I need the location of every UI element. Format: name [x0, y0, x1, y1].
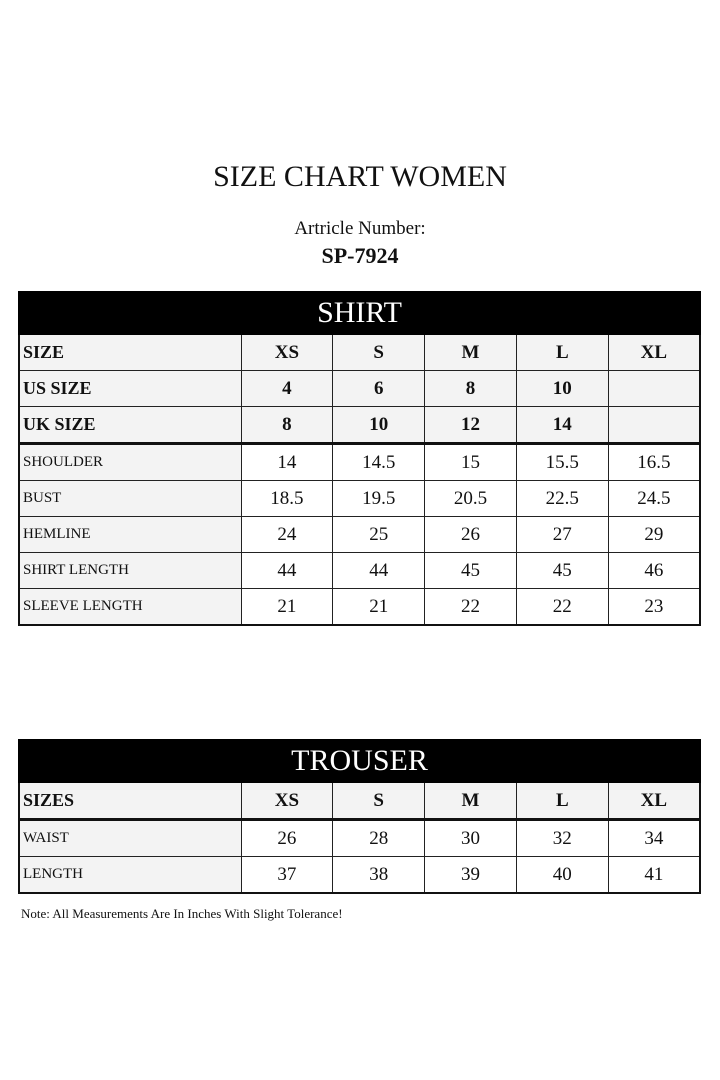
table-cell: 44 — [332, 552, 426, 589]
table-cell: 46 — [607, 552, 701, 589]
row-label: SHIRT LENGTH — [18, 552, 242, 589]
table-cell: 21 — [332, 588, 426, 626]
row-label: US SIZE — [18, 370, 242, 407]
table-cell: 10 — [515, 370, 609, 407]
table-cell: 10 — [332, 406, 426, 445]
table-cell: 30 — [424, 819, 517, 857]
row-label: BUST — [18, 480, 242, 517]
row-label: LENGTH — [18, 856, 242, 894]
table-cell: 15.5 — [515, 443, 609, 481]
table-cell: 14.5 — [332, 443, 426, 481]
table-cell: 29 — [607, 516, 701, 553]
trouser-size-table: TROUSER SIZES XS S M L XL WAIST 26 28 30 32 34 LENGT… — [18, 739, 701, 894]
measurement-note: Note: All Measurements Are In Inches Wit… — [21, 906, 343, 921]
table-cell — [607, 370, 701, 407]
table-cell: 22.5 — [515, 480, 609, 517]
table-cell: 18.5 — [240, 480, 334, 517]
table-cell: 45 — [515, 552, 609, 589]
measurement-row: LENGTH 37 38 39 40 41 — [18, 856, 701, 894]
table-cell: 22 — [424, 588, 517, 626]
table-cell: XS — [240, 781, 334, 821]
row-label: WAIST — [18, 819, 242, 857]
table-cell: 45 — [424, 552, 517, 589]
table-cell: 14 — [515, 406, 609, 445]
table-cell: 24 — [240, 516, 334, 553]
table-cell: 34 — [607, 819, 701, 857]
table-cell: M — [424, 333, 517, 371]
table-cell: 26 — [240, 819, 334, 857]
article-number: SP-7924 — [321, 243, 399, 268]
table-cell: M — [424, 781, 517, 821]
table-cell: 19.5 — [332, 480, 426, 517]
table-cell: 41 — [607, 856, 701, 894]
table-cell: XL — [607, 333, 701, 371]
table-cell: L — [515, 333, 609, 371]
table-cell: 25 — [332, 516, 426, 553]
table-cell: 21 — [240, 588, 334, 626]
table-cell: S — [332, 781, 426, 821]
row-label: SLEEVE LENGTH — [18, 588, 242, 626]
measurement-row: WAIST 26 28 30 32 34 — [18, 819, 701, 857]
size-header-row: SIZES XS S M L XL — [18, 781, 701, 821]
shirt-table-heading: SHIRT — [18, 291, 701, 335]
page-title: SIZE CHART WOMEN — [213, 160, 507, 193]
table-cell: 24.5 — [607, 480, 701, 517]
table-cell: 6 — [332, 370, 426, 407]
table-cell: 28 — [332, 819, 426, 857]
table-cell: XL — [607, 781, 701, 821]
table-cell: 15 — [424, 443, 517, 481]
table-cell: 4 — [240, 370, 334, 407]
row-label: UK SIZE — [18, 406, 242, 445]
table-cell: L — [515, 781, 609, 821]
row-label: SHOULDER — [18, 443, 242, 481]
shirt-size-table: SHIRT SIZE XS S M L XL US SIZE 4 6 8 10 UK SIZE 8 10 1… — [18, 291, 701, 626]
table-cell — [607, 406, 701, 445]
measurement-row: SHOULDER 14 14.5 15 15.5 16.5 — [18, 443, 701, 481]
table-cell: 38 — [332, 856, 426, 894]
table-cell: 22 — [515, 588, 609, 626]
table-cell: 44 — [240, 552, 334, 589]
article-number-label: Artricle Number: — [294, 218, 426, 239]
table-cell: 8 — [424, 370, 517, 407]
table-cell: 23 — [607, 588, 701, 626]
size-header-row: SIZE XS S M L XL — [18, 333, 701, 371]
table-cell: XS — [240, 333, 334, 371]
table-cell: 26 — [424, 516, 517, 553]
size-header-row: US SIZE 4 6 8 10 — [18, 370, 701, 407]
table-cell: 16.5 — [607, 443, 701, 481]
table-cell: 12 — [424, 406, 517, 445]
row-label: HEMLINE — [18, 516, 242, 553]
table-cell: 20.5 — [424, 480, 517, 517]
size-header-row: UK SIZE 8 10 12 14 — [18, 406, 701, 445]
table-cell: 14 — [240, 443, 334, 481]
table-cell: 39 — [424, 856, 517, 894]
measurement-row: SLEEVE LENGTH 21 21 22 22 23 — [18, 588, 701, 626]
row-label: SIZE — [18, 333, 242, 371]
trouser-table-heading: TROUSER — [18, 739, 701, 783]
table-cell: 8 — [240, 406, 334, 445]
row-label: SIZES — [18, 781, 242, 821]
measurement-row: BUST 18.5 19.5 20.5 22.5 24.5 — [18, 480, 701, 517]
measurement-row: SHIRT LENGTH 44 44 45 45 46 — [18, 552, 701, 589]
table-cell: 40 — [515, 856, 609, 894]
table-cell: S — [332, 333, 426, 371]
measurement-row: HEMLINE 24 25 26 27 29 — [18, 516, 701, 553]
table-cell: 32 — [515, 819, 609, 857]
table-cell: 27 — [515, 516, 609, 553]
table-cell: 37 — [240, 856, 334, 894]
